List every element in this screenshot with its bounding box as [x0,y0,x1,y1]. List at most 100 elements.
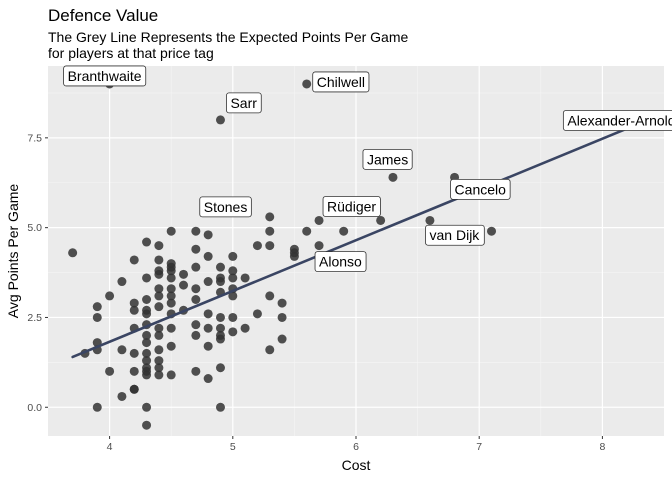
data-point [154,323,164,333]
data-point [154,330,164,340]
data-point [191,284,201,294]
player-labels: Branthwaite Chilwell Sarr Alexander-Arnold J… [63,65,672,273]
trend-line-group [71,122,641,359]
data-point [92,312,102,322]
point-label-text: Alonso [319,254,362,270]
data-point [388,172,398,182]
data-point [154,255,164,265]
chart-title: Defence Value [48,6,158,25]
x-axis-ticks: 4 5 6 7 8 [107,436,605,453]
data-point [277,312,287,322]
data-point [203,374,213,384]
data-point [154,370,164,380]
point-label-text: Chilwell [317,74,365,90]
data-point [117,391,127,401]
data-point [314,241,324,251]
data-point [302,79,312,89]
point-label-box [226,92,262,114]
data-point [166,226,176,236]
data-point [154,363,164,373]
data-point [142,363,152,373]
data-point [203,341,213,351]
point-label-box [562,110,672,131]
data-point [191,366,201,376]
data-point [487,226,497,236]
data-point [203,251,213,261]
data-point [191,226,201,236]
data-point [191,262,201,272]
data-point [228,312,238,322]
data-point [215,262,225,272]
data-point [166,259,176,269]
data-point [117,277,127,287]
data-point [228,251,238,261]
data-point [105,291,115,301]
x-tick-label: 8 [599,441,605,453]
point-label: Branthwaite [63,65,147,87]
data-point [215,363,225,373]
data-point [203,323,213,333]
data-point [117,345,127,355]
point-label-box [63,65,147,87]
data-point [142,338,152,348]
y-axis-ticks: 0.0 2.5 5.0 7.5 [27,132,48,414]
data-point [154,356,164,366]
point-label-text: Rüdiger [327,198,376,214]
data-point [265,226,275,236]
point-label-text: Sarr [230,95,257,111]
data-point [179,269,189,279]
data-point [154,302,164,312]
point-label: van Dijk [425,224,485,246]
y-axis-label: Avg Points Per Game [5,184,21,319]
data-point [228,327,238,337]
data-point [154,284,164,294]
data-point [277,334,287,344]
point-label-text: Cancelo [455,181,507,197]
data-point [92,402,102,412]
data-point [339,226,349,236]
data-point [203,277,213,287]
data-point [129,305,139,315]
point-label: James [362,148,413,170]
data-point [252,241,262,251]
point-label-box [425,224,485,246]
scatter-points [68,79,644,430]
data-point [228,291,238,301]
chart-subtitle-line-2: for players at that price tag [48,45,214,61]
data-point [142,356,152,366]
data-point [129,348,139,358]
point-label: Alexander-Arnold [562,110,672,131]
data-point [142,305,152,315]
point-label-text: van Dijk [430,227,481,243]
y-tick-label: 2.5 [27,312,42,324]
chart-subtitle-line-1: The Grey Line Represents the Expected Po… [48,29,409,45]
data-point [142,294,152,304]
x-tick-label: 4 [107,441,113,453]
data-point [314,215,324,225]
point-label: Stones [199,196,252,218]
data-point [240,323,250,333]
point-label-text: Alexander-Arnold [567,112,672,128]
data-point [265,212,275,222]
point-label-box [312,71,370,93]
data-point [215,115,225,125]
point-label-box [450,178,511,200]
y-tick-label: 7.5 [27,132,42,144]
point-label: Alonso [314,251,367,273]
data-point [240,273,250,283]
data-point [215,330,225,340]
data-point [154,291,164,301]
y-tick-label: 5.0 [27,222,42,234]
data-point [215,402,225,412]
point-label-box [322,196,381,217]
data-point [142,330,152,340]
data-point [92,302,102,312]
data-point [191,320,201,330]
data-point [166,284,176,294]
data-point [142,420,152,430]
data-point [302,226,312,236]
point-label-text: Branthwaite [68,68,142,84]
trend-line [71,122,641,359]
data-point [129,384,139,394]
